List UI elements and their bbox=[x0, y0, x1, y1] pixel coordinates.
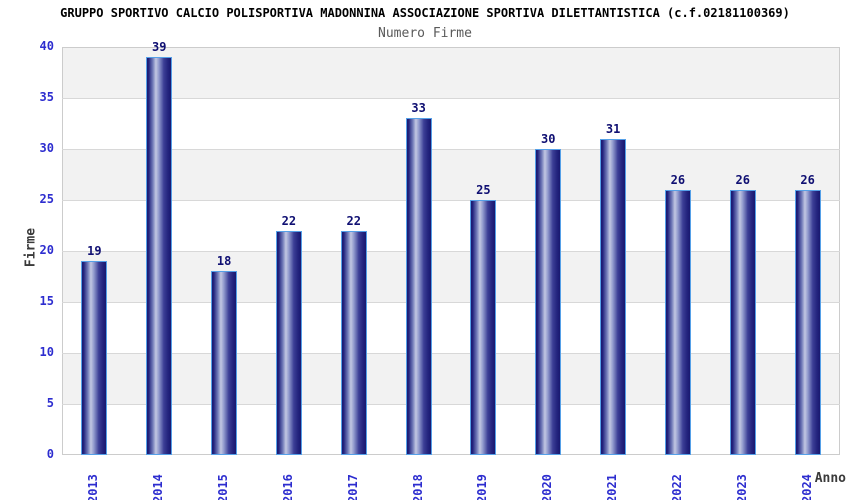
chart-subtitle: Numero Firme bbox=[378, 26, 472, 41]
x-tick-label: 2022 bbox=[669, 474, 684, 500]
bar-value-label: 22 bbox=[281, 213, 297, 228]
bar-value-label: 26 bbox=[735, 172, 750, 187]
x-tick-label: 2020 bbox=[540, 474, 555, 500]
bar bbox=[405, 118, 432, 455]
x-tick-label: 2024 bbox=[799, 474, 814, 500]
x-tick-label: 2019 bbox=[475, 474, 490, 500]
x-tick-label: 2021 bbox=[605, 474, 620, 500]
x-tick-label: 2023 bbox=[734, 474, 749, 500]
x-tick-label: 2017 bbox=[345, 474, 360, 500]
bar bbox=[535, 149, 562, 455]
gridline bbox=[62, 200, 840, 201]
bar bbox=[340, 230, 367, 455]
bar bbox=[211, 271, 238, 455]
bar-value-label: 25 bbox=[476, 183, 491, 197]
y-tick-label: 30 bbox=[39, 141, 54, 155]
y-tick-label: 20 bbox=[39, 243, 54, 257]
gridline bbox=[62, 98, 840, 99]
x-tick-label: 2015 bbox=[216, 474, 231, 500]
bar bbox=[275, 230, 302, 455]
gridline bbox=[62, 302, 840, 303]
bar-value-label: 22 bbox=[346, 213, 361, 228]
bar bbox=[81, 261, 108, 455]
bar-value-label: 39 bbox=[152, 40, 167, 55]
bar-value-label: 19 bbox=[87, 244, 102, 259]
y-tick-label: 10 bbox=[39, 345, 54, 359]
gridline bbox=[62, 404, 840, 405]
bar-value-label: 31 bbox=[605, 121, 621, 136]
bar bbox=[729, 189, 756, 455]
gridline bbox=[62, 251, 840, 252]
y-tick-label: 35 bbox=[39, 90, 54, 104]
x-tick-label: 2018 bbox=[410, 474, 425, 500]
bar bbox=[146, 57, 173, 455]
bar bbox=[600, 138, 627, 455]
gridline bbox=[62, 353, 840, 354]
y-tick-label: 25 bbox=[39, 192, 54, 206]
y-tick-label: 40 bbox=[39, 39, 54, 53]
x-tick-label: 2016 bbox=[280, 474, 295, 500]
bar bbox=[664, 189, 691, 455]
y-tick-label: 0 bbox=[46, 447, 54, 461]
bar bbox=[794, 189, 821, 455]
gridline bbox=[62, 149, 840, 150]
x-tick-label: 2013 bbox=[86, 474, 101, 500]
x-axis-title: Anno bbox=[814, 471, 846, 486]
bar-value-label: 18 bbox=[216, 254, 232, 269]
y-tick-label: 15 bbox=[39, 294, 54, 308]
x-tick-label: 2014 bbox=[151, 474, 166, 500]
bar-value-label: 26 bbox=[670, 172, 686, 187]
bar-value-label: 26 bbox=[800, 172, 815, 187]
bar-value-label: 33 bbox=[411, 101, 426, 116]
y-tick-label: 5 bbox=[46, 396, 54, 410]
chart-title: GRUPPO SPORTIVO CALCIO POLISPORTIVA MADO… bbox=[60, 6, 790, 20]
bar bbox=[470, 200, 497, 455]
bar-value-label: 30 bbox=[541, 132, 556, 146]
